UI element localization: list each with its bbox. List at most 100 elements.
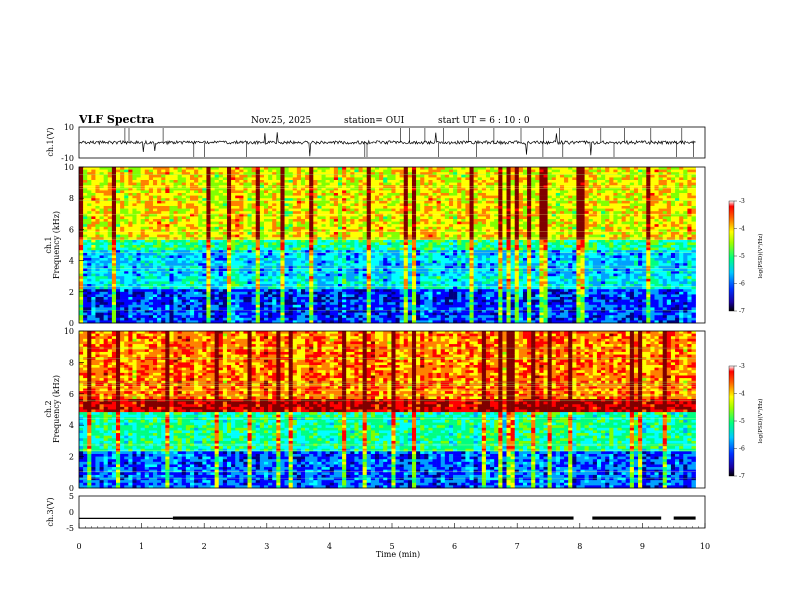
spectrogram-cell [366, 255, 372, 259]
spectrogram-cell [231, 252, 236, 256]
spectrogram-cell [374, 278, 380, 282]
spectrogram-cell [91, 174, 96, 178]
spectrogram-cell [91, 297, 96, 300]
spectrogram-cell [370, 172, 376, 176]
spectrogram-cell [206, 232, 211, 235]
spectrogram-cell [144, 255, 150, 259]
spectrogram-cell [132, 226, 137, 230]
spectrogram-cell [313, 252, 318, 256]
spectrogram-cell [255, 307, 261, 311]
spectrogram-cell [383, 174, 388, 178]
spectrogram-cell [280, 198, 285, 202]
spectrogram-cell [374, 299, 380, 303]
spectrogram-cell [272, 237, 277, 241]
spectrogram-cell [243, 200, 248, 204]
spectrogram-cell [313, 297, 318, 300]
spectrogram-cell [231, 289, 236, 293]
spectrogram-cell [399, 172, 405, 176]
spectrogram-cell [144, 177, 150, 181]
spectrogram-cell [124, 299, 129, 303]
spectrogram-cell [366, 219, 372, 222]
spectrogram-cell [152, 232, 158, 235]
spectrogram-cell [292, 232, 298, 235]
spectrogram-cell [374, 315, 380, 319]
spectrogram-cell [313, 190, 318, 194]
spectrogram-cell [259, 208, 265, 212]
spectrogram-cell [144, 297, 150, 300]
spectrogram-cell [111, 312, 117, 316]
spectrogram-cell [83, 278, 88, 282]
spectrogram-cell [226, 213, 232, 217]
spectrogram-cell [407, 307, 413, 311]
spectrogram-cell [140, 232, 146, 235]
spectrogram-cell [251, 286, 257, 290]
spectrogram-cell [99, 174, 104, 178]
spectrogram-cell [272, 216, 277, 220]
spectrogram-cell [103, 250, 109, 254]
spectrogram-cell [296, 291, 302, 295]
spectrogram-cell [157, 307, 162, 311]
spectrogram-cell [95, 213, 100, 217]
spectrogram-cell [403, 317, 409, 321]
spectrogram-cell [416, 245, 421, 248]
spectrogram-cell [288, 187, 294, 191]
spectrogram-cell [181, 268, 187, 272]
spectrogram-cell [79, 229, 84, 233]
spectrogram-cell [202, 195, 207, 199]
spectrogram-cell [173, 206, 178, 209]
spectrogram-cell [161, 260, 166, 264]
spectrogram-cell [136, 258, 141, 261]
spectrogram-cell [358, 307, 363, 311]
spectrogram-cell [300, 297, 306, 300]
spectrogram-cell [226, 167, 232, 170]
spectrogram-cell [280, 193, 285, 196]
spectrogram-cell [354, 213, 359, 217]
spectrogram-cell [185, 208, 191, 212]
spectrogram-cell [120, 187, 125, 191]
spectrogram-cell [268, 187, 273, 191]
spectrogram-cell [325, 310, 331, 313]
spectrogram-cell [317, 284, 322, 287]
spectrogram-cell [374, 174, 380, 178]
spectrogram-cell [87, 232, 92, 235]
spectrogram-cell [91, 263, 96, 267]
spectrogram-cell [309, 239, 314, 243]
spectrogram-cell [342, 213, 347, 217]
spectrogram-cell [255, 226, 261, 230]
spectrogram-cell [206, 180, 211, 183]
spectrogram-cell [198, 237, 203, 241]
spectrogram-cell [387, 182, 392, 186]
spectrogram-cell [259, 203, 265, 207]
spectrogram-cell [206, 224, 211, 228]
spectrogram-cell [152, 310, 158, 313]
spectrogram-cell [354, 294, 359, 298]
spectrogram-cell [350, 203, 355, 207]
spectrogram-cell [342, 219, 347, 222]
spectrogram-cell [399, 213, 405, 217]
spectrogram-cell [206, 182, 211, 186]
spectrogram-cell [83, 193, 88, 196]
spectrogram-cell [362, 312, 368, 316]
spectrogram-cell [152, 315, 158, 319]
spectrogram-cell [157, 278, 162, 282]
spectrogram-cell [263, 299, 269, 303]
spectrogram-cell [194, 263, 199, 267]
spectrogram-cell [107, 310, 113, 313]
spectrogram-cell [309, 268, 314, 272]
spectrogram-cell [366, 190, 372, 194]
spectrogram-cell [325, 182, 331, 186]
spectrogram-cell [231, 278, 236, 282]
spectrogram-cell [370, 203, 376, 207]
spectrogram-cell [251, 278, 257, 282]
spectrogram-cell [411, 271, 417, 274]
spectrogram-cell [387, 315, 392, 319]
spectrogram-cell [107, 255, 113, 259]
spectrogram-cell [337, 193, 343, 196]
spectrogram-cell [321, 271, 326, 274]
spectrogram-cell [263, 203, 269, 207]
spectrogram-cell [198, 247, 203, 251]
spectrogram-cell [79, 169, 84, 173]
spectrogram-cell [350, 247, 355, 251]
spectrogram-cell [128, 187, 133, 191]
